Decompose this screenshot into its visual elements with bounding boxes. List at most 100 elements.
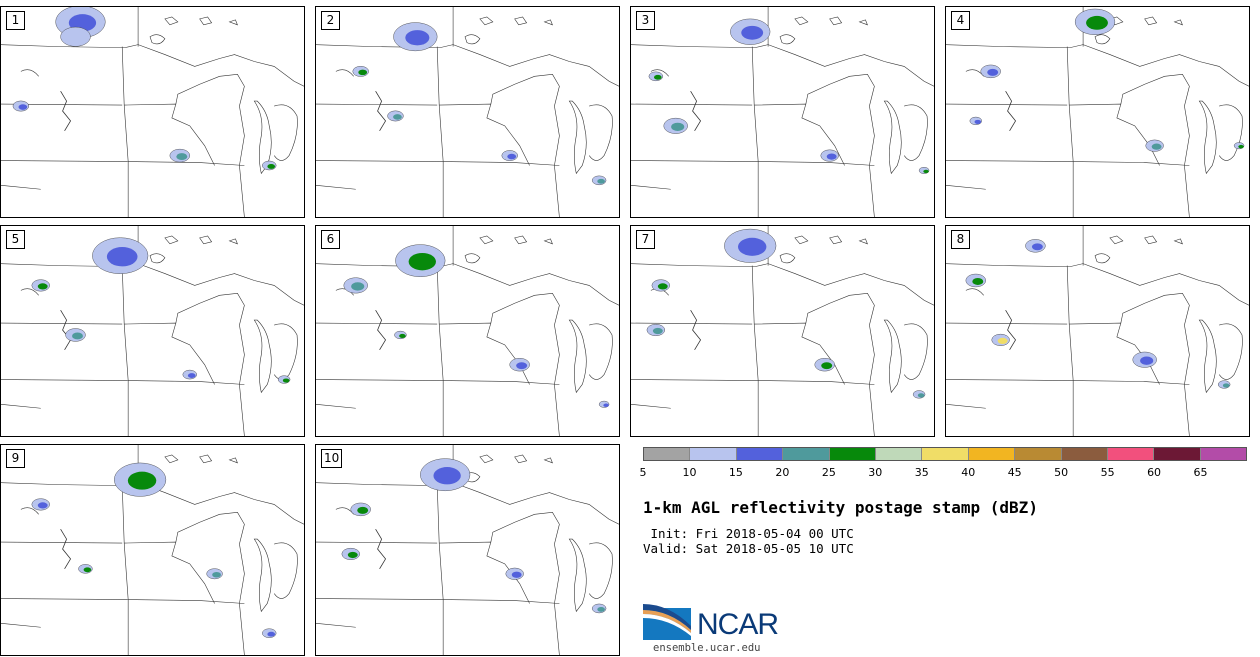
reflectivity-cell [724,228,777,263]
reflectivity-cell [1025,239,1046,253]
panel-label: 2 [321,11,340,30]
plot-title: 1-km AGL reflectivity postage stamp (dBZ… [643,498,1038,517]
reflectivity-cell [31,498,50,511]
reflectivity-cell [277,375,291,384]
init-time: Init: Fri 2018-05-04 00 UTC [643,526,854,541]
member-panel-8: 8 [945,225,1250,437]
reflectivity-cell [350,502,371,517]
colorbar-tick-label: 10 [682,466,697,479]
colorbar-segment [875,448,923,460]
reflectivity-cell [420,458,471,492]
reflectivity-cell [1218,380,1231,389]
ncar-logo-text: NCAR [697,608,779,641]
reflectivity-cell [651,279,670,292]
colorbar-segment [968,448,1016,460]
panel-label: 3 [636,11,655,30]
reflectivity-cell [598,400,610,408]
reflectivity-cell [92,237,149,274]
reflectivity-cell [114,462,167,497]
member-panel-3: 3 [630,6,935,218]
reflectivity-cell [980,64,1001,79]
reflectivity-cell [814,358,835,372]
panel-label: 10 [321,449,343,468]
reflectivity-map [631,7,934,217]
colorbar-ticks: 5 10 15 20 25 30 35 40 45 50 55 60 65 [639,466,1247,480]
ensemble-url: ensemble.ucar.edu [653,642,761,654]
reflectivity-cell [591,175,607,186]
reflectivity-map [946,226,1249,436]
reflectivity-cell [505,567,524,580]
reflectivity-cell [343,277,368,294]
reflectivity-cell [1145,139,1164,152]
reflectivity-cell [31,279,50,292]
reflectivity-cell [206,568,223,580]
colorbar-segment [1061,448,1108,460]
colorbar-tick-label: 5 [639,466,647,479]
reflectivity-cell [646,324,665,337]
reflectivity-cell [820,149,839,162]
panel-label: 1 [6,11,25,30]
reflectivity-cell [918,167,930,174]
colorbar-segment [644,448,691,460]
reflectivity-cell [965,273,986,288]
member-panel-2: 2 [315,6,620,218]
member-panel-4: 4 [945,6,1250,218]
reflectivity-cell [1233,142,1245,150]
colorbar-segment [783,448,830,460]
reflectivity-cell [393,22,438,52]
panel-label: 9 [6,449,25,468]
reflectivity-cell [65,328,86,342]
reflectivity-cell [663,117,688,134]
reflectivity-cell [395,244,446,277]
reflectivity-cell [352,66,369,77]
colorbar-segment [1015,448,1062,460]
colorbar-tick-label: 40 [961,466,976,479]
reflectivity-cell [1074,8,1116,35]
reflectivity-cell [12,100,30,112]
reflectivity-cell [60,26,91,47]
panel-label: 8 [951,230,970,249]
panel-label: 5 [6,230,25,249]
reflectivity-cell [394,330,407,340]
reflectivity-map [1,445,304,655]
colorbar-tick-label: 50 [1054,466,1069,479]
reflectivity-cell [1132,351,1157,368]
colorbar-segment [690,448,737,460]
reflectivity-cell [78,564,93,574]
member-panel-7: 7 [630,225,935,437]
panel-label: 6 [321,230,340,249]
reflectivity-map [316,226,619,436]
member-panel-6: 6 [315,225,620,437]
colorbar-segment [736,448,784,460]
member-panel-5: 5 [0,225,305,437]
colorbar-segment [922,448,969,460]
reflectivity-colorbar [643,447,1247,461]
colorbar-segment [1107,448,1155,460]
colorbar-segment [1200,448,1247,460]
reflectivity-cell [341,547,360,560]
reflectivity-map [1,226,304,436]
colorbar-tick-label: 25 [821,466,836,479]
reflectivity-cell [648,71,663,82]
colorbar-tick-label: 65 [1193,466,1208,479]
colorbar-tick-label: 15 [728,466,743,479]
reflectivity-cell [591,603,607,614]
ncar-logo-icon [643,604,691,640]
colorbar-tick-label: 55 [1100,466,1115,479]
reflectivity-cell [991,333,1010,346]
reflectivity-cell [969,116,982,125]
colorbar-tick-label: 20 [775,466,790,479]
colorbar-tick-label: 35 [914,466,929,479]
panel-label: 4 [951,11,970,30]
reflectivity-map [1,7,304,217]
colorbar-segment [1154,448,1201,460]
reflectivity-map [316,7,619,217]
panel-label: 7 [636,230,655,249]
reflectivity-cell [262,628,277,638]
reflectivity-cell [509,358,530,372]
reflectivity-cell [169,148,190,163]
reflectivity-cell [262,160,277,171]
member-panel-1: 1 [0,6,305,218]
reflectivity-cell [182,369,197,380]
member-panel-9: 9 [0,444,305,656]
